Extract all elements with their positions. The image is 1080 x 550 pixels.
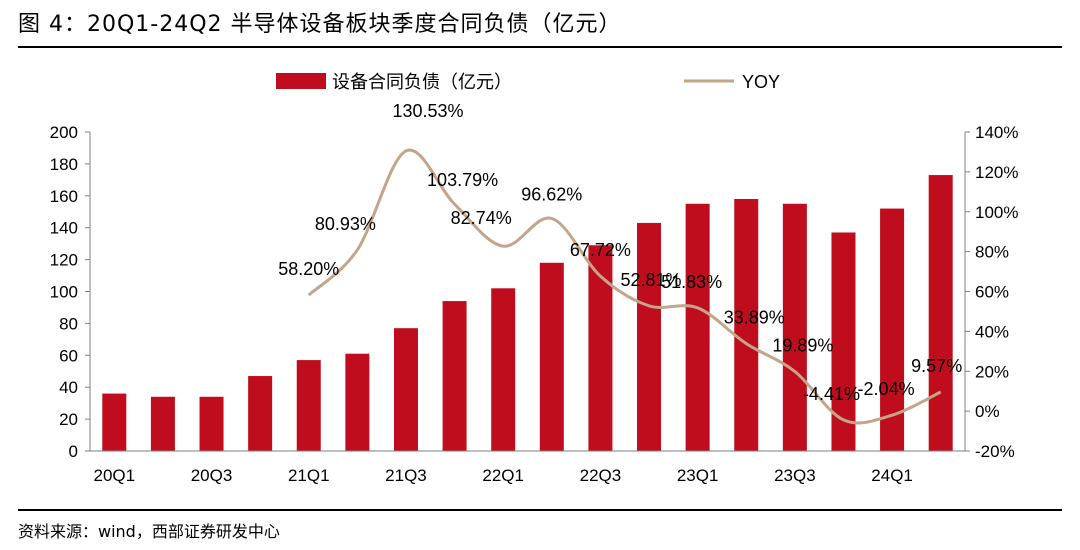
- right-axis-tick-label: 100%: [975, 203, 1018, 222]
- title-rule: [18, 46, 1062, 48]
- left-y-axis: 0 20 40 60 80 100 120 140 160 180 200: [50, 123, 91, 461]
- x-axis-tick-label: 23Q1: [677, 466, 719, 485]
- left-axis-tick-label: 120: [50, 251, 78, 270]
- left-axis-tick-label: 60: [59, 346, 78, 365]
- yoy-data-label: 67.72%: [570, 240, 631, 260]
- bar: [393, 328, 418, 451]
- x-axis: 20Q1 20Q3 21Q1 21Q3 22Q1 22Q3 23Q1 23Q3 24Q1: [90, 450, 965, 485]
- left-axis-tick-label: 200: [50, 123, 78, 142]
- bar: [880, 208, 905, 451]
- x-axis-tick-label: 22Q1: [482, 466, 524, 485]
- yoy-data-label: 82.74%: [451, 208, 512, 228]
- bar: [150, 396, 175, 451]
- x-axis-tick-label: 21Q1: [288, 466, 330, 485]
- bar: [928, 175, 953, 451]
- bar: [734, 198, 759, 451]
- x-axis-tick-label: 24Q1: [871, 466, 913, 485]
- yoy-data-label: 51.83%: [661, 272, 722, 292]
- yoy-data-label: 103.79%: [427, 170, 498, 190]
- left-axis-tick-label: 100: [50, 283, 78, 302]
- right-axis-tick-label: 0%: [975, 402, 1000, 421]
- yoy-data-label: -2.04%: [858, 379, 915, 399]
- right-axis-tick-label: 40%: [975, 322, 1009, 341]
- x-axis-tick-label: 21Q3: [385, 466, 427, 485]
- yoy-data-labels: 58.20% 80.93% 130.53% 103.79% 82.74% 96.62% 67…: [278, 101, 962, 404]
- right-axis-tick-label: 20%: [975, 362, 1009, 381]
- x-axis-tick-label: 22Q3: [580, 466, 622, 485]
- right-axis-tick-label: 120%: [975, 163, 1018, 182]
- left-axis-tick-label: 180: [50, 155, 78, 174]
- bar: [637, 222, 662, 451]
- left-axis-tick-label: 140: [50, 219, 78, 238]
- right-axis-tick-label: -20%: [975, 442, 1015, 461]
- bar: [102, 393, 127, 451]
- legend-line-label: YOY: [742, 72, 780, 92]
- yoy-data-label: 130.53%: [392, 101, 463, 121]
- x-axis-tick-label: 20Q3: [191, 466, 233, 485]
- bar: [345, 353, 370, 451]
- legend-bar-swatch: [276, 73, 326, 89]
- left-axis-tick-label: 0: [69, 442, 78, 461]
- yoy-data-label: 52.81%: [620, 270, 681, 290]
- combo-chart: 0 20 40 60 80 100 120 140 160 180 200 -20% 0% 20% 40%…: [50, 72, 1019, 485]
- left-axis-tick-label: 160: [50, 187, 78, 206]
- yoy-data-label: 19.89%: [772, 335, 833, 355]
- right-axis-tick-label: 80%: [975, 243, 1009, 262]
- right-axis-tick-label: 140%: [975, 123, 1018, 142]
- legend-bar-label: 设备合同负债（亿元）: [332, 72, 512, 92]
- yoy-data-label: 58.20%: [278, 259, 339, 279]
- bar: [831, 232, 856, 451]
- left-axis-tick-label: 40: [59, 378, 78, 397]
- source-rule: [18, 509, 1062, 511]
- right-y-axis: -20% 0% 20% 40% 60% 80% 100% 120% 140%: [964, 123, 1018, 461]
- yoy-line-series: [307, 148, 942, 425]
- yoy-line: [307, 148, 942, 425]
- bar: [491, 288, 516, 451]
- bar: [588, 245, 613, 451]
- bar: [685, 203, 710, 451]
- figure-title: 图 4：20Q1-24Q2 半导体设备板块季度合同负债（亿元）: [18, 12, 622, 37]
- right-axis-tick-label: 60%: [975, 283, 1009, 302]
- bar: [248, 376, 273, 451]
- left-axis-tick-label: 20: [59, 410, 78, 429]
- x-axis-tick-label: 23Q3: [774, 466, 816, 485]
- bar: [199, 396, 224, 451]
- yoy-data-label: 96.62%: [521, 184, 582, 204]
- bar: [782, 203, 807, 451]
- yoy-data-label: 80.93%: [315, 214, 376, 234]
- legend: 设备合同负债（亿元） YOY: [276, 72, 780, 92]
- bar: [442, 301, 467, 451]
- x-axis-tick-label: 20Q1: [94, 466, 136, 485]
- yoy-data-label: -4.41%: [803, 384, 860, 404]
- yoy-data-label: 9.57%: [911, 356, 962, 376]
- bar: [296, 360, 321, 451]
- bar-series: [102, 175, 953, 451]
- source-note: 资料来源：wind，西部证券研发中心: [18, 522, 280, 541]
- bar: [539, 262, 564, 451]
- left-axis-tick-label: 80: [59, 314, 78, 333]
- yoy-data-label: 33.89%: [724, 308, 785, 328]
